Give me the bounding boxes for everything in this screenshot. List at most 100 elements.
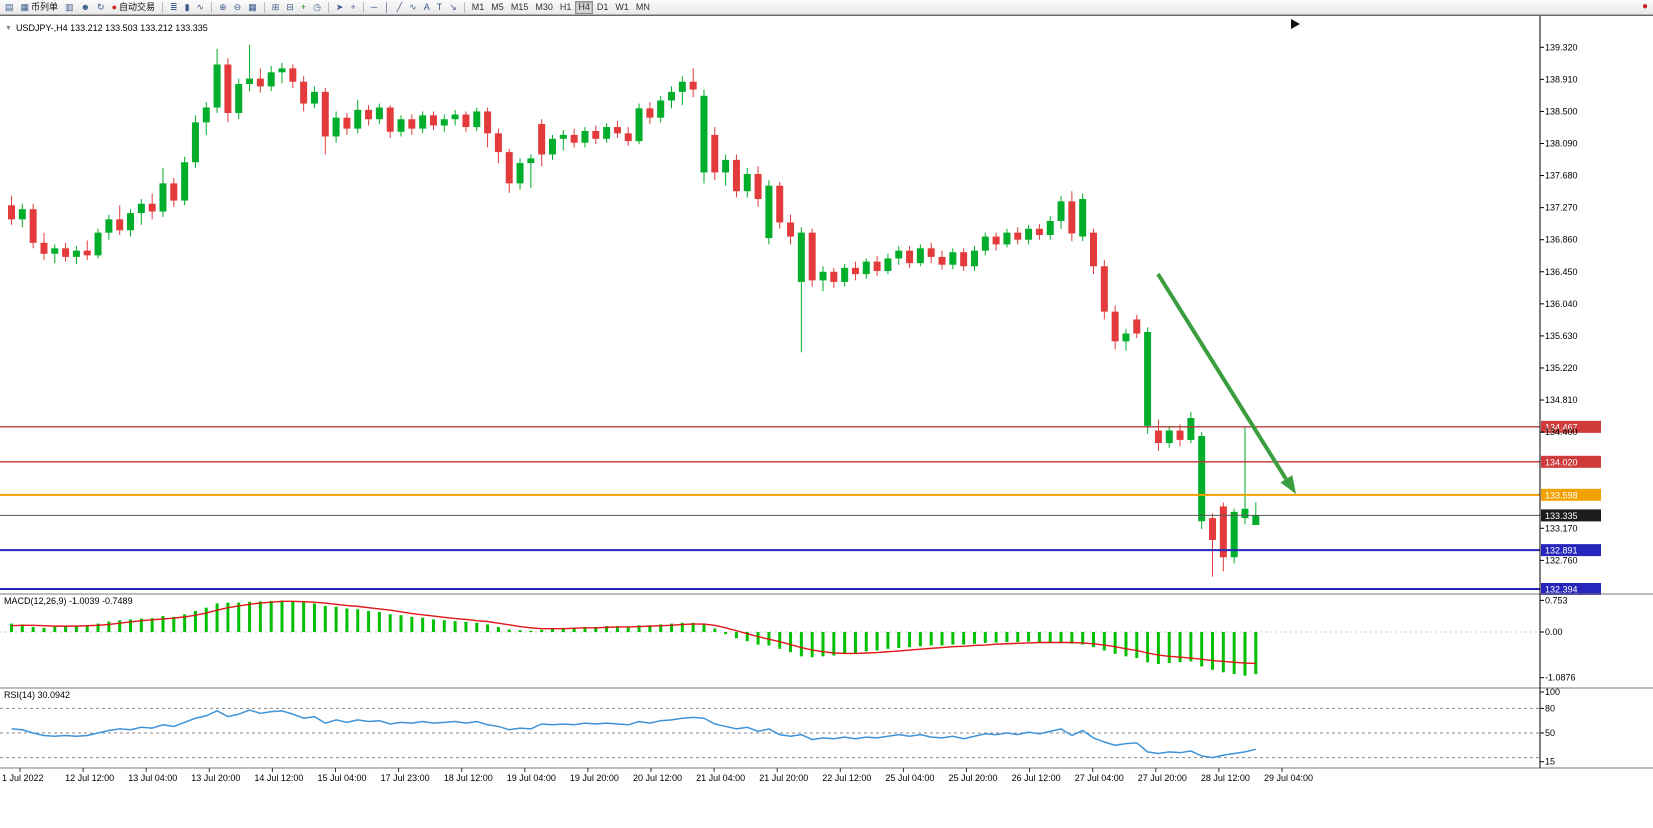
trend-arrow-annotation[interactable] [1156, 272, 1296, 494]
timeframe-d1-button[interactable]: D1 [594, 1, 612, 14]
chart-window[interactable]: ▼ USDJPY-,H4 133.212 133.503 133.212 133… [0, 15, 1653, 828]
candles [8, 44, 1260, 577]
channel-tool-button[interactable]: ∿ [406, 1, 420, 14]
svg-text:100: 100 [1545, 687, 1560, 697]
rsi-panel: 100 80 50 15 [0, 687, 1560, 767]
auto-trading-icon: ● [111, 1, 118, 12]
svg-text:134.400: 134.400 [1545, 427, 1578, 437]
crosshair-button[interactable]: + [347, 1, 358, 14]
period-button[interactable]: ◷ [310, 1, 324, 14]
svg-text:133.335: 133.335 [1545, 511, 1578, 521]
svg-text:133.170: 133.170 [1545, 523, 1578, 533]
terminal-button[interactable]: ▤ [2, 1, 17, 14]
line-chart-type-button[interactable]: ∿ [194, 1, 208, 14]
candlestick-icon: ▮ [184, 1, 190, 12]
new-order-button-label: 币列单 [31, 1, 59, 12]
bar-chart-type-button[interactable]: ≣ [167, 1, 181, 14]
price-level-badge [1541, 488, 1601, 501]
new-order-button[interactable]: ▦ 币列单 [18, 1, 62, 14]
svg-text:29 Jul 04:00: 29 Jul 04:00 [1264, 773, 1313, 783]
timeframe-h1-button[interactable]: H1 [557, 1, 575, 14]
symbol-marker-icon: ▼ [5, 24, 12, 32]
timeframe-h4-button[interactable]: H4 [575, 0, 593, 14]
time-axis[interactable]: 1 Jul 2022 12 Jul 12:00 13 Jul 04:00 13 Jul… [2, 768, 1313, 783]
candle-chart-type-button[interactable]: ▮ [182, 1, 193, 14]
arrange-button[interactable]: ⊞ [269, 1, 283, 14]
svg-text:136.040: 136.040 [1545, 299, 1578, 309]
svg-text:-1.0876: -1.0876 [1545, 673, 1576, 683]
price-level-badge [1541, 509, 1601, 522]
svg-text:50: 50 [1545, 728, 1555, 738]
text-tool-button[interactable]: A [421, 1, 433, 14]
svg-text:25 Jul 20:00: 25 Jul 20:00 [949, 773, 998, 783]
timeframe-mn-button[interactable]: MN [633, 1, 653, 14]
clock-icon: ◷ [313, 1, 321, 12]
symbol-ohlc-text: USDJPY-,H4 133.212 133.503 133.212 133.3… [15, 23, 208, 33]
chart-window-icon: ▥ [65, 1, 74, 12]
zoom-out-button[interactable]: ⊖ [231, 1, 245, 14]
add-indicator-icon: + [300, 1, 307, 12]
price-level-badge [1541, 582, 1601, 595]
add-indicator-button[interactable]: + [298, 1, 309, 14]
svg-text:22 Jul 12:00: 22 Jul 12:00 [822, 773, 871, 783]
channel-icon: ∿ [409, 1, 417, 12]
zoom-in-icon: ⊕ [219, 1, 227, 12]
chart-window-button[interactable]: ▥ [62, 1, 77, 14]
arrange-icon: ⊞ [271, 1, 280, 12]
timeframe-m1-button[interactable]: M1 [469, 1, 488, 14]
price-level-badge [1541, 455, 1601, 468]
svg-text:25 Jul 04:00: 25 Jul 04:00 [885, 773, 934, 783]
price-level-badge [1541, 420, 1601, 433]
timeframe-m15-button[interactable]: M15 [508, 1, 532, 14]
price-chart-canvas[interactable]: 134.467 134.020 133.598 133.335 132.891 132.3… [0, 16, 1653, 828]
horizontal-level-lines[interactable]: 134.467 134.020 133.598 133.335 132.891 132.3… [0, 420, 1601, 595]
trendline-icon: ╱ [396, 1, 403, 12]
svg-text:18 Jul 12:00: 18 Jul 12:00 [444, 773, 493, 783]
refresh-button[interactable]: ↻ [94, 1, 108, 14]
svg-text:17 Jul 23:00: 17 Jul 23:00 [381, 773, 430, 783]
auto-trading-button[interactable]: ● 自动交易 [109, 1, 158, 14]
svg-text:28 Jul 12:00: 28 Jul 12:00 [1201, 773, 1250, 783]
scroll-to-end-icon[interactable] [1291, 19, 1300, 29]
toolbar-separator [463, 1, 465, 13]
macd-indicator-label: MACD(12,26,9) -1.0039 -0.7489 [4, 596, 133, 606]
timeframe-m30-button[interactable]: M30 [532, 1, 556, 14]
svg-text:134.810: 134.810 [1545, 395, 1578, 405]
toolbar-separator [327, 1, 329, 13]
svg-text:136.860: 136.860 [1545, 235, 1578, 245]
toolbar-separator [362, 1, 364, 13]
svg-text:132.891: 132.891 [1545, 546, 1578, 556]
tile-windows-button[interactable]: ▦ [245, 1, 260, 14]
vline-tool-button[interactable]: │ [381, 1, 393, 14]
arrow-tool-button[interactable]: ↘ [446, 1, 460, 14]
timeframe-w1-button[interactable]: W1 [612, 1, 632, 14]
profile-button[interactable]: ☻ [78, 1, 93, 14]
svg-text:19 Jul 20:00: 19 Jul 20:00 [570, 773, 619, 783]
svg-text:1 Jul 2022: 1 Jul 2022 [2, 773, 44, 783]
svg-text:137.270: 137.270 [1545, 203, 1578, 213]
svg-text:138.910: 138.910 [1545, 74, 1578, 84]
toolbar-separator [211, 1, 213, 13]
svg-text:138.090: 138.090 [1545, 138, 1578, 148]
hline-tool-button[interactable]: ─ [368, 1, 380, 14]
svg-text:137.680: 137.680 [1545, 171, 1578, 181]
svg-text:134.467: 134.467 [1545, 422, 1578, 432]
svg-text:15 Jul 04:00: 15 Jul 04:00 [318, 773, 367, 783]
svg-text:135.630: 135.630 [1545, 331, 1578, 341]
rsi-line [11, 709, 1256, 759]
zoom-out-icon: ⊖ [233, 1, 242, 12]
vertical-line-icon: │ [384, 1, 390, 12]
cursor-icon: ➤ [335, 1, 344, 12]
price-axis[interactable]: 139.320 138.910 138.500 138.090 137.680 137.2… [1540, 42, 1578, 565]
cursor-button[interactable]: ➤ [333, 1, 347, 14]
broker-logo-icon[interactable]: ● [1641, 1, 1648, 12]
label-tool-button[interactable]: T [434, 1, 446, 14]
trendline-tool-button[interactable]: ╱ [394, 1, 405, 14]
symbol-info-line: ▼ USDJPY-,H4 133.212 133.503 133.212 133… [5, 23, 208, 33]
bar-chart-icon: ≣ [170, 1, 178, 12]
arrow-tool-icon: ↘ [449, 1, 457, 12]
timeframe-m5-button[interactable]: M5 [488, 1, 507, 14]
zoom-in-button[interactable]: ⊕ [216, 1, 230, 14]
cascade-button[interactable]: ⊟ [283, 1, 297, 14]
